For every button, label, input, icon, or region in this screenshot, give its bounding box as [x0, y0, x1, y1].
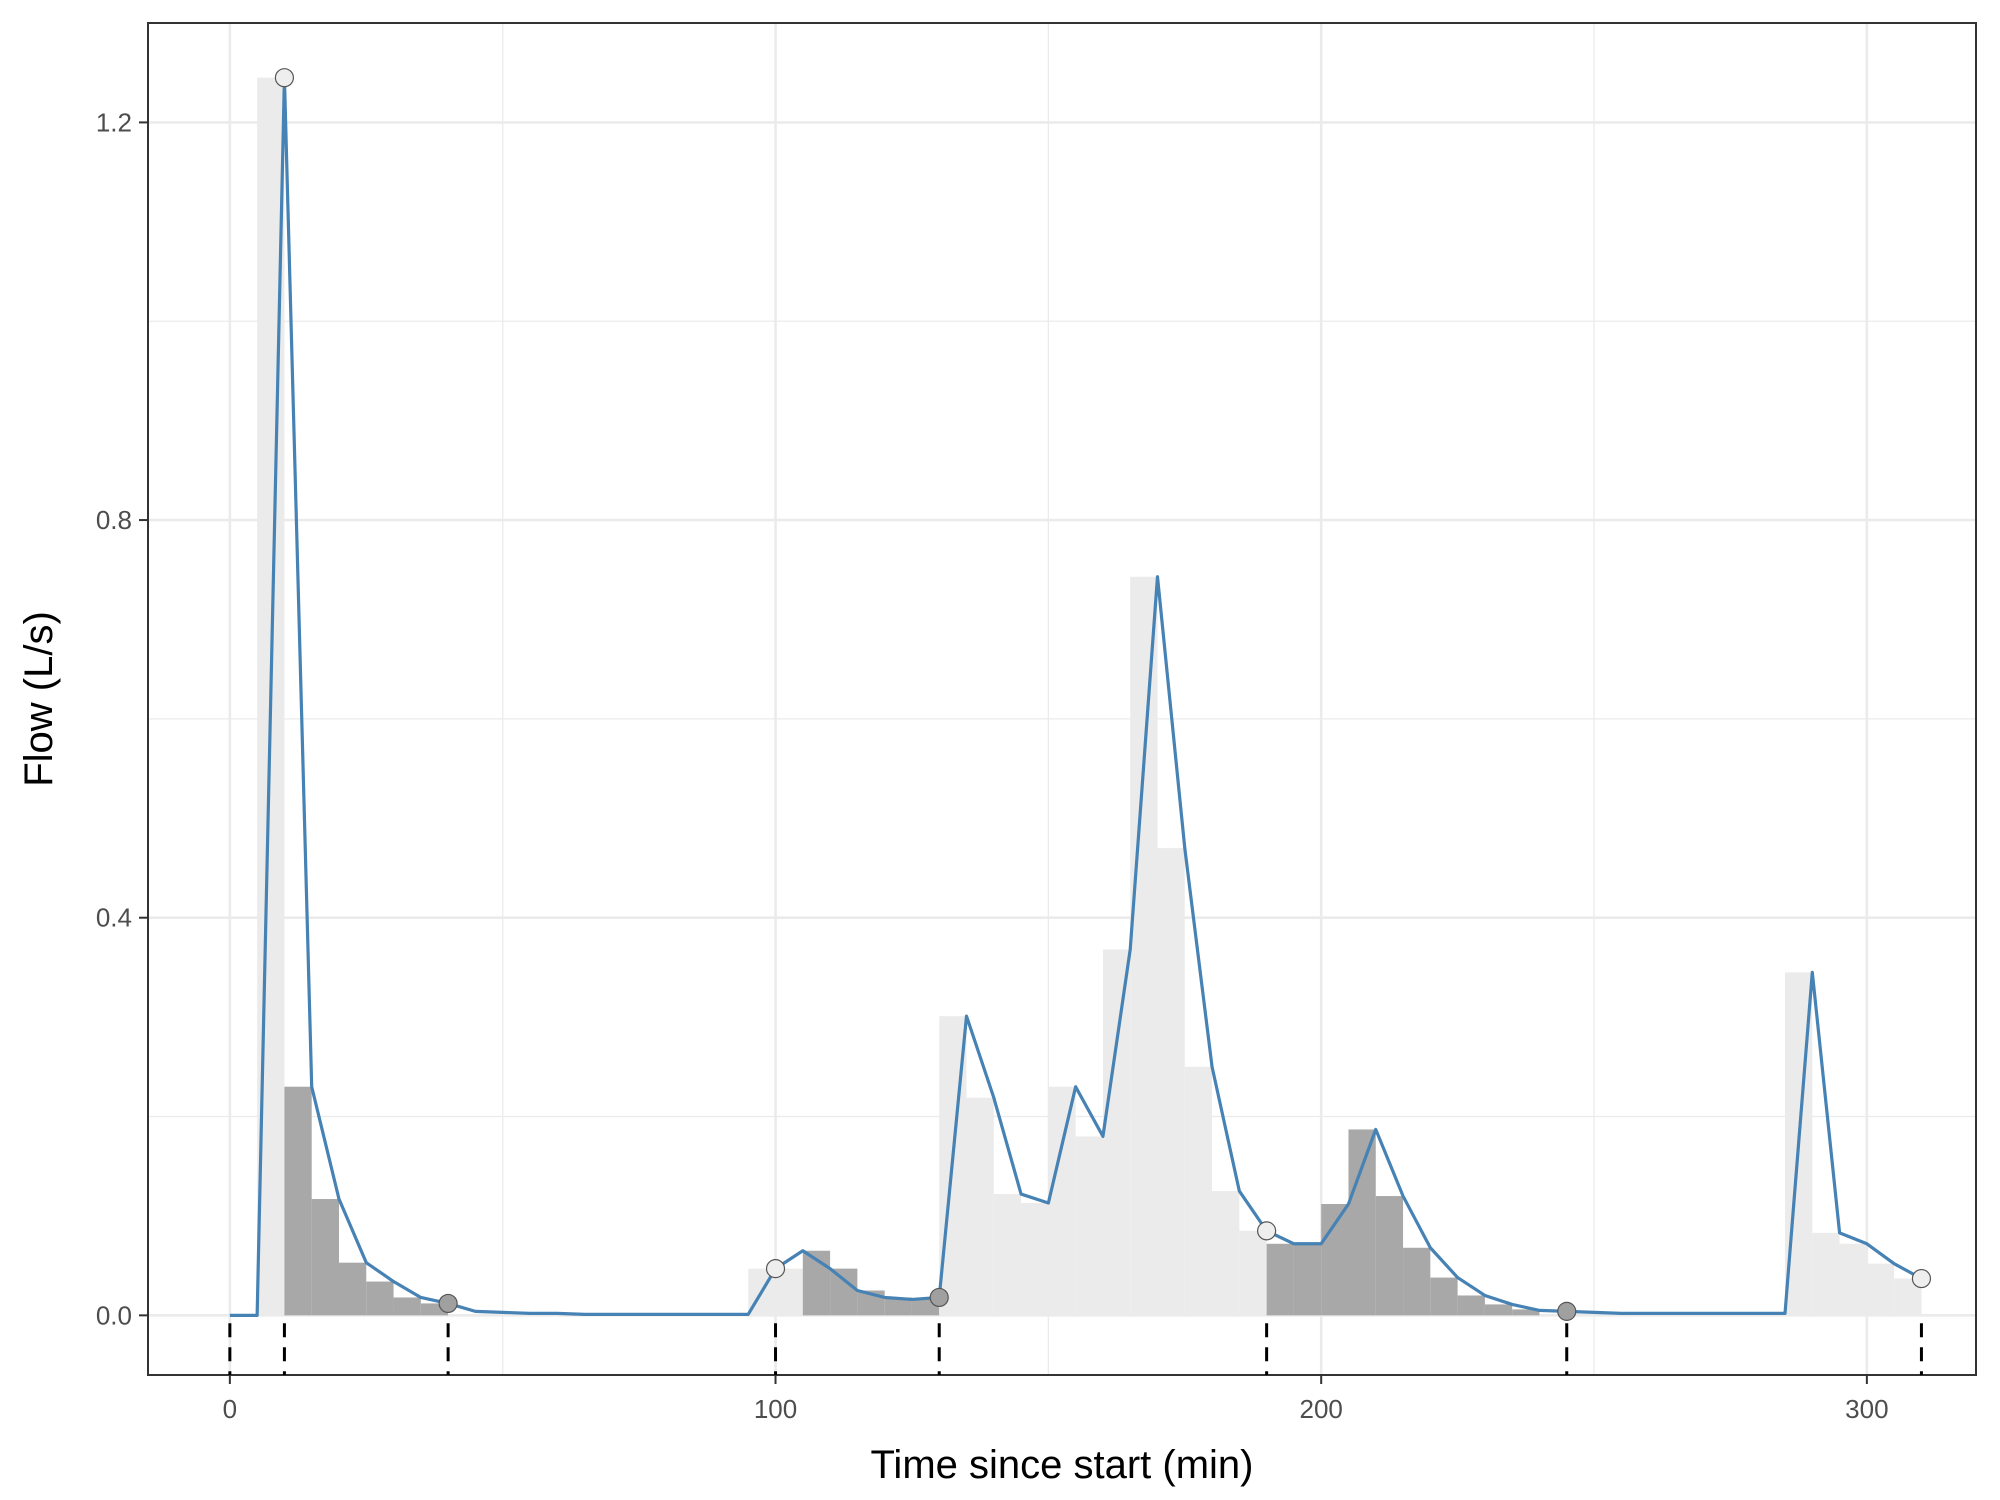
flow-line — [229, 76, 1923, 1317]
event-markers — [228, 1323, 1923, 1375]
flow-bar — [311, 1199, 339, 1316]
bar-series — [257, 77, 1922, 1316]
flow-bar — [1021, 1203, 1049, 1316]
flow-bar — [366, 1281, 394, 1316]
y-tick-label: 0.0 — [96, 1300, 132, 1330]
flow-bar — [884, 1297, 912, 1316]
flow-bar — [1321, 1204, 1349, 1316]
flow-bar — [338, 1262, 367, 1316]
x-tick-label: 200 — [1299, 1394, 1342, 1424]
flow-bar — [393, 1297, 421, 1316]
flow-bar — [420, 1303, 449, 1316]
data-point — [438, 1293, 458, 1314]
y-tick-label: 0.8 — [96, 505, 132, 535]
data-point — [1557, 1301, 1577, 1321]
flow-bar — [1403, 1247, 1431, 1316]
x-tick-label: 300 — [1845, 1394, 1888, 1424]
grid-lines — [148, 23, 1976, 1375]
point-markers — [274, 68, 1932, 1321]
flow-bar — [966, 1097, 994, 1316]
flow-bar — [1512, 1309, 1540, 1316]
data-point — [1257, 1221, 1277, 1241]
flow-bar — [1375, 1196, 1404, 1316]
flow-bar — [993, 1194, 1022, 1316]
axis-ticks: 0 100 200 300 0.0 0.4 0.8 1.2 — [96, 107, 1889, 1424]
flow-bar — [1348, 1129, 1376, 1316]
flow-bar — [1102, 949, 1131, 1316]
x-tick-label: 0 — [223, 1394, 237, 1424]
flow-bar — [1184, 1066, 1213, 1316]
flow-bar — [1839, 1243, 1867, 1316]
flow-bar — [1266, 1243, 1294, 1316]
flow-bar — [284, 1086, 312, 1316]
flow-bar — [1484, 1304, 1513, 1316]
flow-bar — [1048, 1086, 1076, 1316]
panel-border — [147, 22, 1977, 1376]
flow-bar — [1293, 1243, 1322, 1316]
data-point — [929, 1287, 949, 1308]
flow-bar — [1812, 1232, 1840, 1316]
flow-bar — [1457, 1295, 1485, 1316]
flow-bar — [1866, 1263, 1895, 1316]
flow-bar — [830, 1268, 858, 1316]
y-tick-label: 1.2 — [96, 107, 132, 137]
flow-bar — [1075, 1136, 1103, 1316]
data-point — [274, 68, 295, 88]
data-point — [765, 1259, 786, 1279]
line-series — [229, 76, 1923, 1317]
x-axis-title: Time since start (min) — [870, 1443, 1253, 1487]
data-point — [1911, 1268, 1932, 1289]
y-tick-label: 0.4 — [96, 903, 132, 933]
flow-bar — [1212, 1191, 1240, 1316]
y-axis-title: Flow (L/s) — [17, 611, 61, 787]
x-tick-label: 100 — [754, 1394, 797, 1424]
flow-bar — [1239, 1230, 1267, 1316]
flow-bar — [1157, 848, 1185, 1316]
flow-bar — [1130, 576, 1158, 1316]
flow-bar — [1430, 1277, 1458, 1316]
panel-frame — [147, 22, 1977, 1376]
